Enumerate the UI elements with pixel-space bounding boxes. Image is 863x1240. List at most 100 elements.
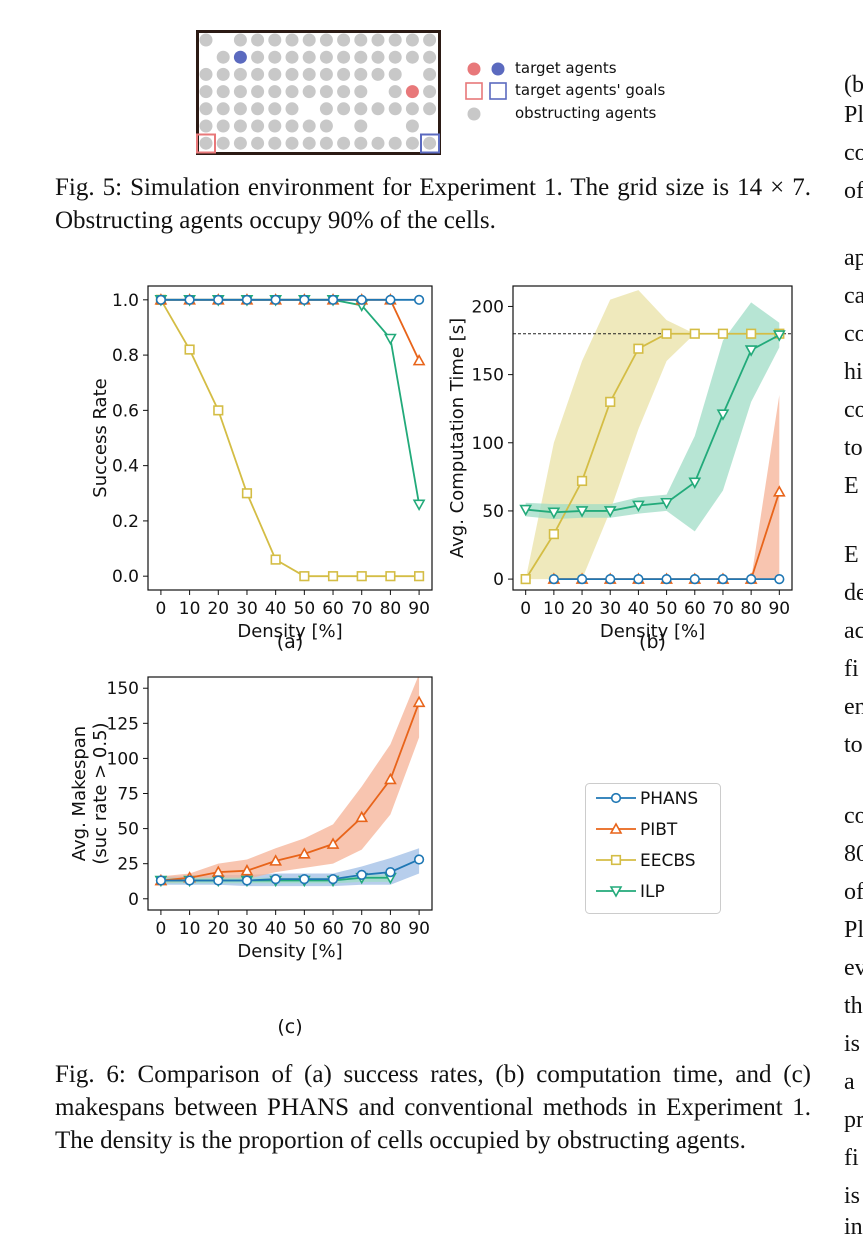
right-column-fragment: in (844, 1214, 863, 1240)
legend-blue-dot (491, 62, 505, 76)
right-column-fragment: is (844, 1031, 861, 1057)
point-phans (327, 874, 339, 885)
obstructing-agent (268, 136, 282, 150)
point-pibt (412, 353, 426, 366)
obstructing-agent (319, 33, 333, 47)
obstructing-agent (405, 102, 419, 116)
series-line-ilp (160, 298, 420, 505)
y-tick-label: 0.4 (112, 457, 139, 477)
x-tick-label: 20 (571, 599, 593, 619)
obstructing-agent (319, 119, 333, 133)
y-axis-label: Success Rate (90, 378, 111, 497)
x-tick-label: 30 (236, 919, 258, 939)
x-tick-label: 0 (155, 919, 166, 939)
point-phans (356, 869, 367, 881)
obstructing-agent (371, 67, 385, 81)
series-line-pibt (160, 298, 420, 362)
figure6-caption: Fig. 6: Comparison of (a) success rates,… (55, 1061, 811, 1154)
obstructing-agent (268, 67, 282, 81)
point-phans (270, 874, 281, 885)
series-line-ilp (525, 334, 780, 514)
obstructing-agent (199, 102, 213, 116)
obstructing-agent (388, 102, 402, 116)
plot-area (154, 677, 426, 888)
point-eecbs (548, 529, 559, 540)
point-phans (241, 294, 253, 305)
x-tick-label: 90 (768, 599, 790, 619)
y-axis-label: Avg. Computation Time [s] (447, 318, 468, 558)
obstructing-agent (388, 67, 402, 81)
point-phans (299, 294, 310, 305)
axes-frame (147, 285, 433, 591)
right-column-fragment: co (844, 140, 863, 166)
obstructing-agent (251, 50, 265, 64)
obstructing-agent (337, 33, 351, 47)
obstructing-agent (285, 136, 299, 150)
right-column-fragment: th (844, 993, 863, 1019)
obstructing-agent (388, 33, 402, 47)
obstructing-agent (251, 33, 265, 47)
obstructing-agent (423, 85, 437, 99)
x-tick-label: 40 (265, 919, 287, 939)
x-tick-label: 70 (351, 599, 373, 619)
obstructing-agent (216, 102, 230, 116)
legend-marker-pibt (609, 822, 623, 834)
obstructing-agent (302, 67, 316, 81)
legend-gray-dot (467, 107, 481, 121)
obstructing-agent (216, 136, 230, 150)
obstructing-agent (423, 33, 437, 47)
obstructing-agent (337, 102, 351, 116)
point-ilp (547, 507, 561, 519)
y-tick-label: 0.6 (112, 401, 139, 421)
point-ilp (716, 409, 730, 421)
obstructing-agent (233, 67, 247, 81)
right-column-fragment: Pl (844, 102, 863, 128)
plot-area (154, 293, 426, 582)
point-eecbs (746, 328, 757, 339)
point-phans (413, 294, 425, 305)
y-axis-label-line1: Avg. Makespan (69, 726, 90, 861)
y-tick-label: 0 (493, 570, 504, 590)
point-eecbs (327, 571, 339, 582)
right-column-fragment: co (844, 803, 863, 829)
point-phans (241, 875, 253, 886)
point-eecbs (299, 571, 310, 582)
series-line-eecbs (160, 299, 420, 578)
obstructing-agent (319, 85, 333, 99)
legend-label-pibt: PIBT (640, 820, 678, 840)
point-pibt (297, 847, 311, 859)
legend-blue-square (489, 82, 507, 100)
point-ilp (660, 497, 673, 510)
x-axis-label: Density [%] (237, 941, 342, 962)
panel-label: (a) (277, 631, 303, 653)
chart-panel-b: 0 10 20 30 40 50 60 70 80 90 0 50 100 150 200 Density [… (447, 285, 793, 653)
y-tick-label: 25 (117, 855, 139, 875)
legend-target-agents: target agents (515, 59, 617, 77)
obstructing-agent (233, 33, 247, 47)
point-eecbs (356, 571, 367, 582)
obstructing-agent (285, 85, 299, 99)
panel-label: (b) (639, 631, 666, 653)
point-phans (605, 573, 616, 585)
y-tick-label: 0.0 (112, 567, 139, 587)
legend-label-eecbs: EECBS (640, 851, 696, 871)
obstructing-agent (319, 50, 333, 64)
x-tick-label: 30 (236, 599, 258, 619)
right-column-fragment: hi (844, 359, 863, 385)
x-tick-label: 80 (380, 599, 402, 619)
x-tick-label: 90 (408, 919, 430, 939)
obstructing-agent (233, 136, 247, 150)
goal-square-red (196, 133, 216, 154)
point-ilp (632, 500, 645, 513)
grid-border (196, 30, 441, 155)
obstructing-agent (337, 85, 351, 99)
x-tick-label: 90 (408, 599, 430, 619)
point-ilp (412, 499, 426, 511)
right-column-fragment: ac (844, 618, 863, 644)
right-column-fragment: fi (844, 1145, 859, 1171)
y-tick-label: 200 (472, 297, 504, 317)
obstructing-agent (423, 136, 437, 150)
chart-panel-a: 0 10 20 30 40 50 60 70 80 90 0.0 0.2 0.4 0.6 0.8 1.0 Den… (90, 285, 433, 653)
series-line-eecbs (524, 332, 780, 580)
point-phans (155, 875, 167, 886)
